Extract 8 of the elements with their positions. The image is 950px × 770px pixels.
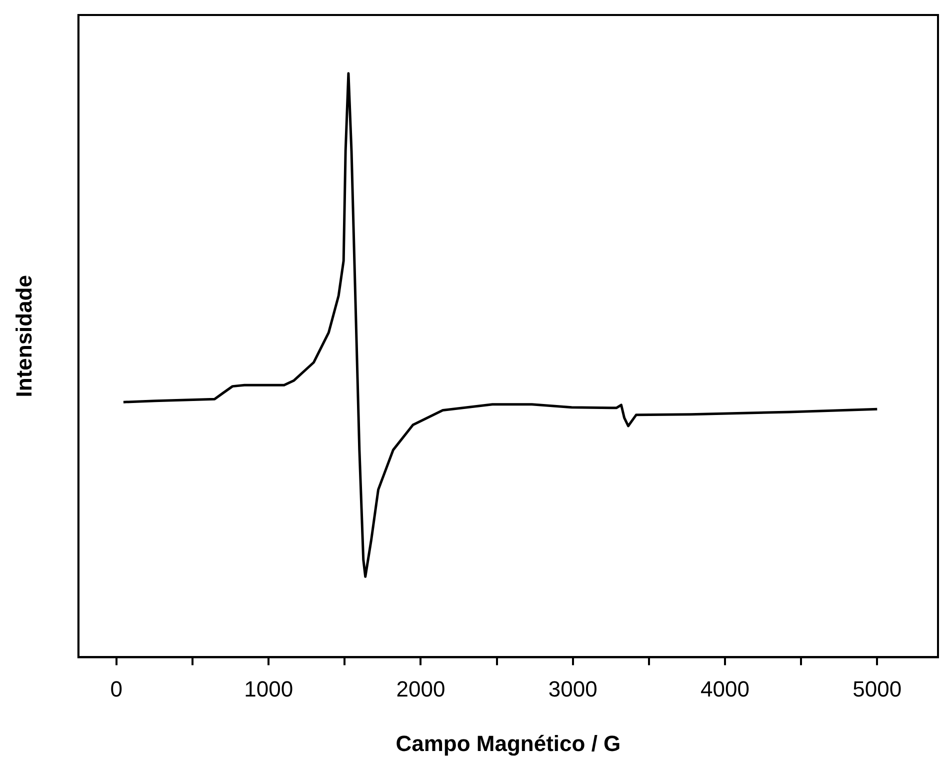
- x-tick-label: 2000: [396, 676, 446, 702]
- x-axis-title: Campo Magnético / G: [396, 730, 621, 756]
- x-tick-label: 3000: [548, 676, 598, 702]
- x-tick-label: 5000: [852, 676, 902, 702]
- x-tick-label: 0: [110, 676, 123, 702]
- x-tick-label: 4000: [700, 676, 750, 702]
- y-axis-title: Intensidade: [11, 274, 36, 398]
- x-tick-label: 1000: [244, 676, 294, 702]
